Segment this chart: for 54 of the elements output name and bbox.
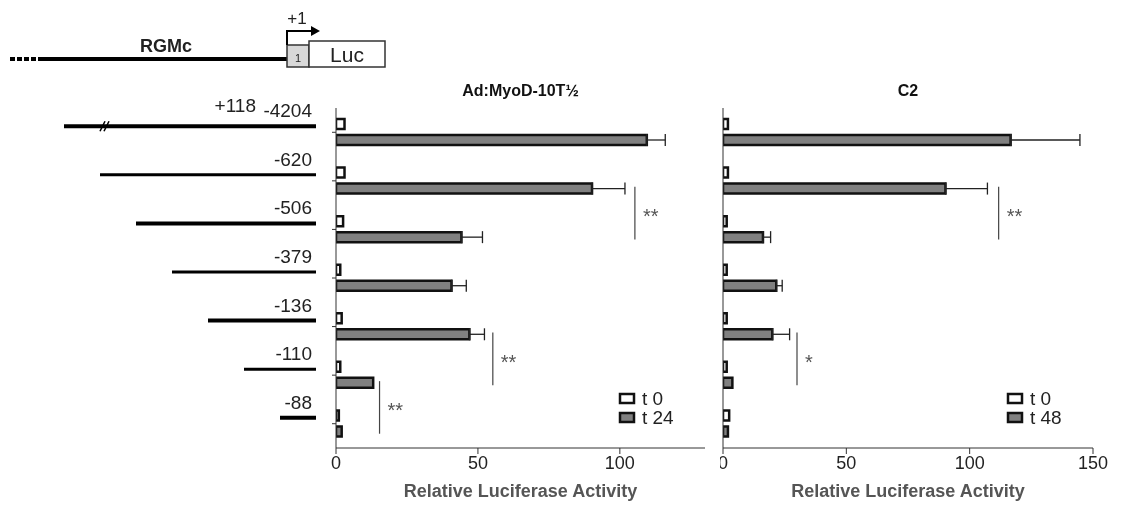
bar <box>723 263 728 276</box>
y-tick-label: -110 <box>275 343 312 365</box>
legend-label: t 0 <box>1030 388 1052 409</box>
text: +1 <box>287 9 307 28</box>
text: 1 <box>294 52 302 64</box>
bar <box>336 279 453 292</box>
annotation: ** <box>642 205 659 228</box>
y-tick-label: -88 <box>284 391 312 413</box>
x-tick-label: 50 <box>467 452 488 473</box>
annotation: ** <box>387 399 404 422</box>
y-tick-label: -506 <box>273 197 312 219</box>
text: +118 <box>214 95 256 117</box>
annotation: ** <box>1006 205 1023 228</box>
chart-title: C2 <box>897 82 919 99</box>
bar <box>336 263 342 276</box>
y-tick-label: -136 <box>273 294 312 316</box>
text: Luc <box>330 43 364 66</box>
x-tick-label: 0 <box>330 452 342 473</box>
bar <box>723 133 1012 147</box>
bar <box>723 230 765 244</box>
y-tick-label: -379 <box>273 246 312 267</box>
legend-label: t 24 <box>642 407 675 428</box>
bar <box>336 328 471 341</box>
x-axis-title: Relative Luciferase Activity <box>791 481 1025 501</box>
bar <box>723 409 731 422</box>
bar <box>723 328 774 341</box>
annotation: ** <box>500 350 517 373</box>
bar <box>336 230 463 244</box>
bar <box>336 376 375 390</box>
bar <box>723 166 730 179</box>
bar <box>723 182 947 195</box>
x-tick-label: 50 <box>836 452 857 473</box>
bar <box>336 182 594 195</box>
x-tick-label: 100 <box>954 452 985 473</box>
legend-label: t 48 <box>1030 407 1062 428</box>
x-tick-label: 100 <box>604 452 635 473</box>
bar <box>336 166 346 179</box>
bar <box>723 312 728 325</box>
chart-title: Ad:MyoD-10T½ <box>462 82 579 99</box>
y-tick-label: -620 <box>273 148 312 170</box>
bar <box>336 117 346 131</box>
bar <box>336 360 342 374</box>
text: RGMc <box>139 36 193 56</box>
bar <box>723 376 734 390</box>
x-tick-label: 150 <box>1077 452 1109 473</box>
x-axis-title: Relative Luciferase Activity <box>403 481 638 501</box>
bar <box>723 425 730 438</box>
bar <box>336 425 343 438</box>
y-tick-label: -4204 <box>263 100 313 122</box>
bar <box>336 133 649 147</box>
annotation: * <box>805 350 813 373</box>
bar <box>336 312 343 325</box>
legend-label: t 0 <box>642 388 664 409</box>
bar <box>723 279 778 292</box>
